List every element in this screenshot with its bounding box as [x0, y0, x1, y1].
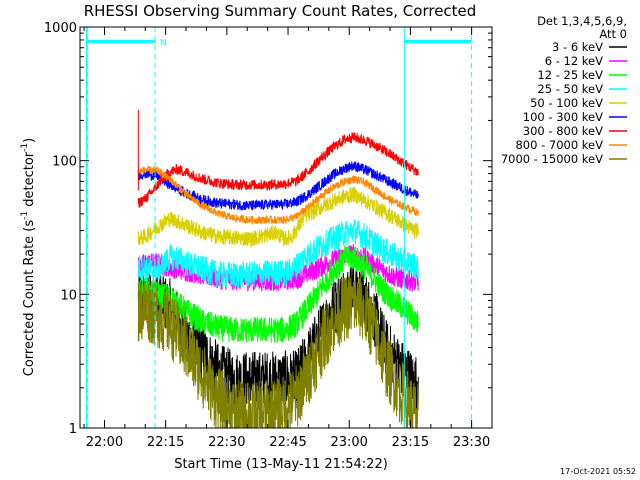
x-tick-label-5: 23:00: [330, 435, 367, 450]
legend-header-1: Det 1,3,4,5,6,9,: [537, 14, 627, 28]
axes: 22:00 22:15 22:30 22:45 23:00 23:15 23:30 1 10 10…: [44, 21, 493, 450]
y-tick-label-1: 1: [69, 422, 77, 437]
timestamp: 17-Oct-2021 05:52: [560, 467, 636, 476]
y-tick-label-4: 1000: [44, 21, 77, 36]
plot-content: N: [86, 27, 473, 428]
plot-area: N: [86, 27, 473, 428]
legend-header-2: Att 0: [599, 27, 627, 41]
legend-label-6: 100 - 300 keV: [523, 110, 603, 124]
series-line-2: [137, 243, 419, 292]
series-line-5: [137, 186, 419, 249]
x-tick-label-6: 23:15: [392, 435, 429, 450]
legend-label-3: 12 - 25 keV: [537, 68, 603, 82]
x-axis-label: Start Time (13-May-11 21:54:22): [174, 457, 388, 472]
series-line-4: [137, 219, 419, 289]
y-tick-label-3: 100: [52, 155, 77, 170]
series-line-9: [137, 274, 419, 428]
x-tick-label-2: 22:15: [147, 435, 184, 450]
legend-label-4: 25 - 50 keV: [537, 82, 603, 96]
legend-label-2: 6 - 12 keV: [545, 54, 603, 68]
y-axis-label: Corrected Count Rate (s-1 detector-1): [20, 138, 37, 376]
legend-label-9: 7000 - 15000 keV: [501, 152, 603, 166]
x-tick-label-1: 22:00: [86, 435, 123, 450]
legend-label-5: 50 - 100 keV: [530, 96, 603, 110]
x-tick-label-4: 22:45: [269, 435, 306, 450]
night-marker-label: N: [160, 38, 167, 48]
y-tick-label-2: 10: [60, 288, 77, 303]
chart-title: RHESSI Observing Summary Count Rates, Co…: [84, 2, 477, 20]
legend-label-1: 3 - 6 keV: [552, 40, 603, 54]
series-line-8: [137, 165, 419, 226]
x-tick-label-3: 22:30: [208, 435, 245, 450]
legend-label-8: 800 - 7000 keV: [515, 138, 603, 152]
plot-frame: [79, 26, 493, 429]
series-line-7: [137, 132, 419, 208]
series-line-3: [137, 244, 419, 344]
x-tick-label-7: 23:30: [453, 435, 490, 450]
legend-label-7: 300 - 800 keV: [523, 124, 603, 138]
